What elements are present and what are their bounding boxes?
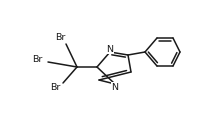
Text: Br: Br [49,84,60,92]
Text: N: N [111,82,118,92]
Text: Br: Br [55,32,65,42]
Text: Br: Br [32,56,42,64]
Text: N: N [106,44,113,54]
